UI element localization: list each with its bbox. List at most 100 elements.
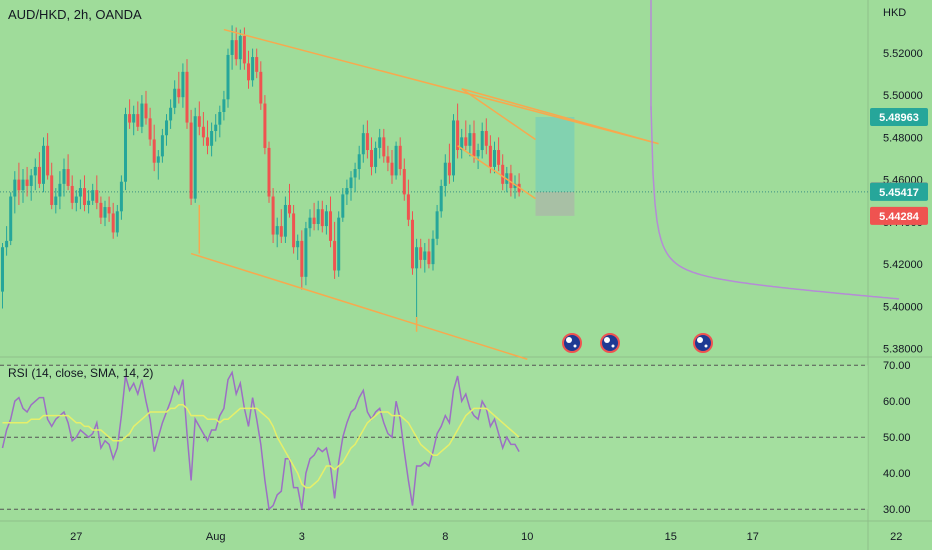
candle-body bbox=[66, 169, 70, 186]
candle-body bbox=[206, 137, 209, 146]
candle-body bbox=[333, 240, 337, 271]
candle-body bbox=[42, 145, 45, 184]
rsi-tick-label: 50.00 bbox=[883, 432, 911, 444]
candle-body bbox=[279, 226, 283, 237]
candle-body bbox=[103, 207, 107, 218]
date-tick-label: 10 bbox=[521, 531, 533, 543]
price-tick-label: 5.48000 bbox=[883, 132, 923, 144]
candle-body bbox=[214, 124, 218, 132]
candle-body bbox=[25, 179, 29, 186]
candle-body bbox=[312, 217, 316, 224]
price-tick-label: 5.40000 bbox=[883, 301, 923, 313]
candle-body bbox=[251, 57, 255, 81]
candle-body bbox=[398, 145, 402, 170]
candle-body bbox=[296, 240, 300, 248]
candle-body bbox=[308, 217, 312, 229]
price-badge-label: 5.44284 bbox=[879, 211, 920, 223]
event-icons[interactable] bbox=[562, 333, 713, 353]
candle-body bbox=[271, 196, 275, 235]
candle-body bbox=[95, 190, 99, 203]
candle-body bbox=[99, 202, 103, 218]
au-flag-icon bbox=[693, 333, 713, 353]
candle-body bbox=[132, 114, 136, 123]
candle-body bbox=[148, 118, 152, 140]
rsi-pane: 30.00 40.00 50.00 60.00 70.00 bbox=[0, 360, 911, 516]
flag-circle bbox=[600, 333, 620, 353]
candle-body bbox=[70, 185, 74, 203]
candle-body bbox=[337, 217, 341, 271]
symbol-header[interactable]: AUD/HKD, 2h, OANDA bbox=[8, 7, 142, 22]
candle-body bbox=[21, 179, 25, 191]
currency-label: HKD bbox=[883, 7, 907, 19]
rsi-tick-label: 60.00 bbox=[883, 396, 911, 408]
candle-body bbox=[288, 204, 291, 214]
rsi-tick-label: 30.00 bbox=[883, 504, 911, 516]
candle-body bbox=[29, 175, 33, 186]
candle-body bbox=[374, 147, 378, 167]
candle-body bbox=[185, 71, 189, 123]
candle-body bbox=[230, 40, 234, 55]
candle-body bbox=[91, 190, 95, 201]
flag-union bbox=[604, 337, 610, 343]
price-badge bbox=[870, 206, 928, 225]
candle-body bbox=[361, 133, 365, 155]
candle-body bbox=[107, 207, 111, 214]
candle-body bbox=[365, 133, 369, 151]
candle-body bbox=[452, 120, 455, 176]
au-flag-icon bbox=[600, 333, 620, 353]
candle-body bbox=[140, 103, 144, 127]
candle-body bbox=[300, 240, 304, 277]
price-axis[interactable]: 5.380005.400005.420005.440005.460005.480… bbox=[870, 48, 928, 356]
candle-body bbox=[87, 200, 91, 205]
lower-channel-line bbox=[190, 252, 528, 360]
candle-body bbox=[468, 133, 472, 146]
candle-body bbox=[402, 169, 406, 195]
candle-body bbox=[484, 131, 488, 146]
candle-body bbox=[124, 114, 127, 182]
date-tick-label: 15 bbox=[665, 531, 677, 543]
candle-body bbox=[238, 35, 242, 60]
date-tick-label: Aug bbox=[206, 531, 226, 543]
candle-body bbox=[431, 238, 435, 265]
candle-body bbox=[263, 103, 267, 148]
candle-body bbox=[320, 209, 324, 227]
price-tick-label: 5.50000 bbox=[883, 90, 923, 102]
candle-body bbox=[58, 183, 62, 197]
price-tick-label: 5.42000 bbox=[883, 259, 923, 271]
rsi-line bbox=[1, 370, 520, 511]
target-zone bbox=[535, 117, 575, 192]
flag-union bbox=[566, 337, 572, 343]
date-tick-label: 22 bbox=[890, 531, 902, 543]
candle-body bbox=[156, 156, 160, 163]
candle-body bbox=[386, 156, 390, 163]
candle-body bbox=[136, 114, 140, 127]
candle-body bbox=[78, 188, 82, 197]
trend-lines[interactable] bbox=[190, 28, 659, 360]
candle-body bbox=[242, 35, 246, 64]
candle-body bbox=[152, 139, 156, 163]
price-badge bbox=[870, 182, 928, 201]
candle-body bbox=[464, 137, 468, 146]
price-candles bbox=[1, 25, 521, 324]
candle-body bbox=[513, 183, 517, 189]
candle-body bbox=[37, 166, 41, 184]
candle-body bbox=[193, 116, 197, 199]
candle-body bbox=[283, 204, 287, 237]
candle-body bbox=[247, 63, 250, 81]
candle-body bbox=[345, 188, 349, 195]
time-axis[interactable]: 27 Aug 3 8 10 15 17 22 bbox=[70, 531, 902, 543]
candle-body bbox=[115, 211, 119, 233]
candle-body bbox=[292, 213, 296, 248]
rsi-tick-label: 40.00 bbox=[883, 468, 911, 480]
candle-body bbox=[304, 228, 308, 277]
candle-body bbox=[33, 166, 37, 176]
candle-body bbox=[423, 251, 427, 260]
candle-body bbox=[111, 213, 115, 233]
candle-body bbox=[488, 145, 492, 167]
date-tick-label: 17 bbox=[747, 531, 759, 543]
rsi-header[interactable]: RSI (14, close, SMA, 14, 2) bbox=[8, 366, 154, 380]
candle-body bbox=[160, 135, 164, 157]
candle-body bbox=[353, 169, 357, 178]
candle-body bbox=[267, 147, 271, 197]
